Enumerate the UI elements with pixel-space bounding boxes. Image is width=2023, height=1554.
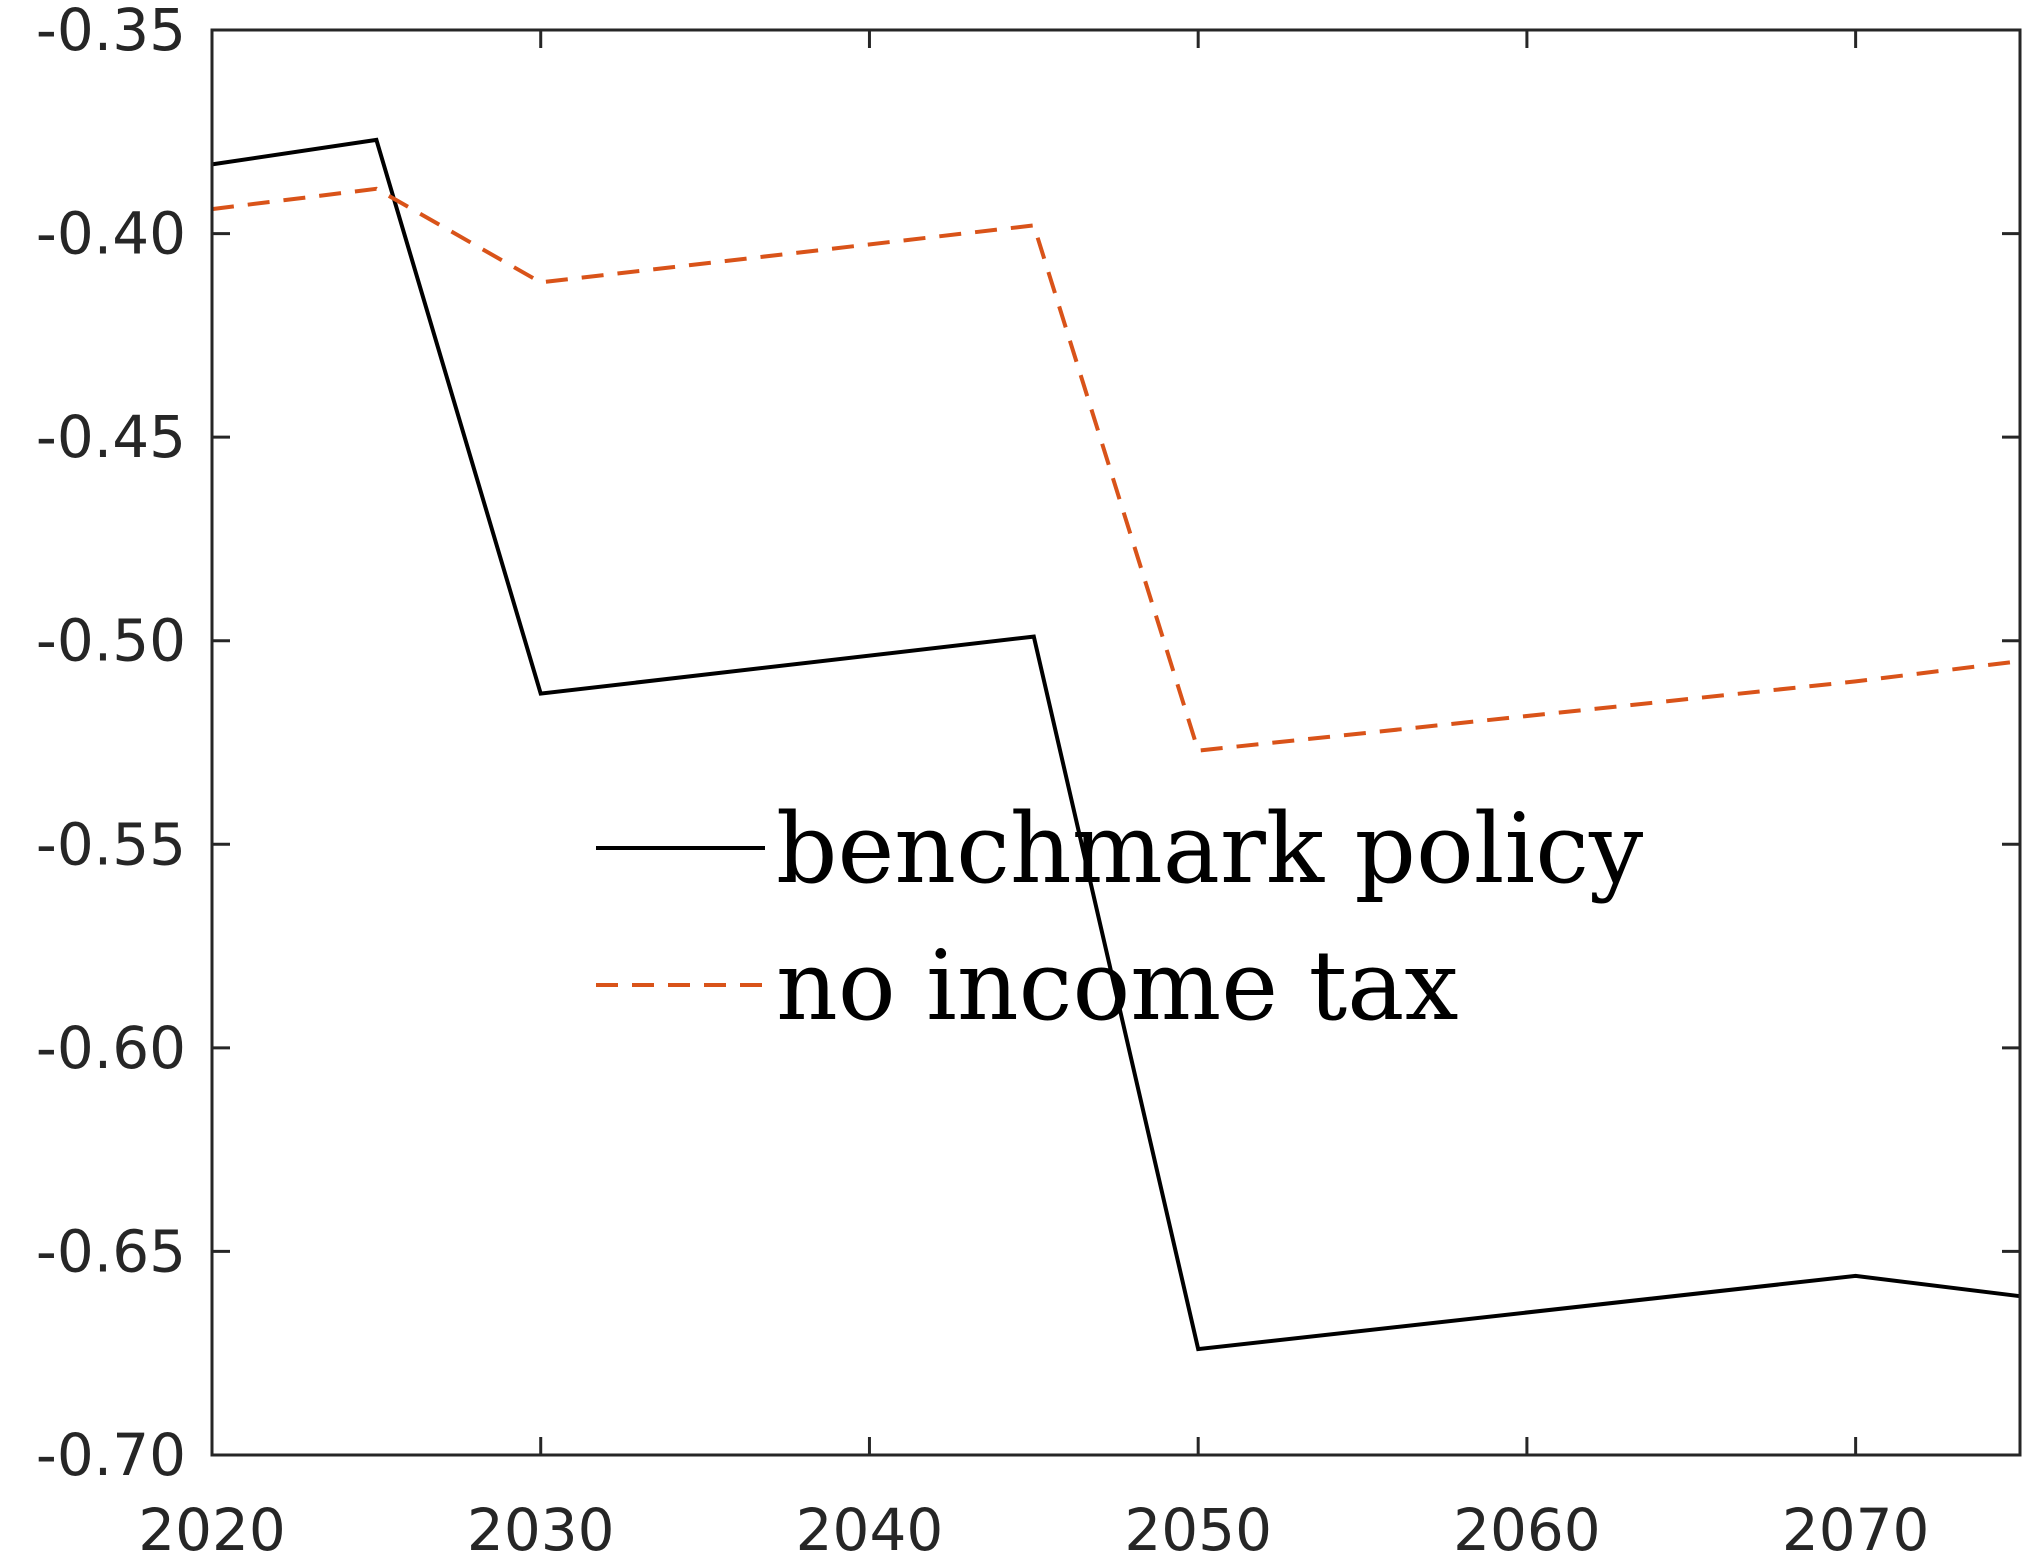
x-tick-label: 2030 [467,1496,615,1554]
x-tick-label: 2020 [138,1496,286,1554]
legend-label-1: benchmark policy [776,793,1643,905]
x-tick-label: 2050 [1124,1496,1272,1554]
y-tick-label: -0.55 [36,810,186,878]
legend-label-2: no income tax [776,930,1459,1042]
plot-background [212,30,2020,1455]
y-tick-label: -0.50 [36,607,186,675]
series-layer [211,137,2021,1352]
series-line-1 [211,137,2021,1352]
plot-frame [210,28,2022,1457]
x-tick-label: 2070 [1782,1496,1930,1554]
y-tick-label: -0.65 [36,1217,186,1285]
series-line-2 [211,186,2021,753]
tick-layer: 2020 2030 2040 2050 2060 2070 -0.35 -0.40 -0.45 -… [36,0,2020,1554]
x-tick-label: 2040 [796,1496,944,1554]
y-tick-label: -0.45 [36,403,186,471]
legend: benchmark policy no income tax [596,793,1643,1042]
y-tick-label: -0.35 [36,0,186,64]
y-tick-label: -0.70 [36,1421,186,1489]
y-tick-label: -0.40 [36,200,186,268]
y-tick-label: -0.60 [36,1014,186,1082]
x-tick-label: 2060 [1453,1496,1601,1554]
